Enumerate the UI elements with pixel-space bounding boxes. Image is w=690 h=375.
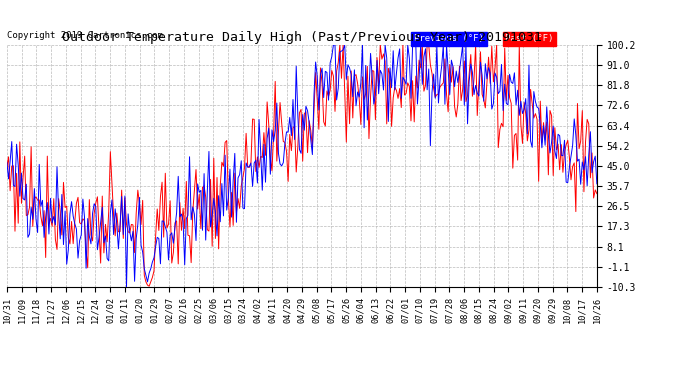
Text: Past (°F): Past (°F)	[505, 34, 554, 44]
Text: Previous (°F): Previous (°F)	[414, 34, 484, 44]
Title: Outdoor Temperature Daily High (Past/Previous Year) 20191031: Outdoor Temperature Daily High (Past/Pre…	[62, 31, 542, 44]
Text: Copyright 2019 Cartronics.com: Copyright 2019 Cartronics.com	[7, 31, 163, 40]
